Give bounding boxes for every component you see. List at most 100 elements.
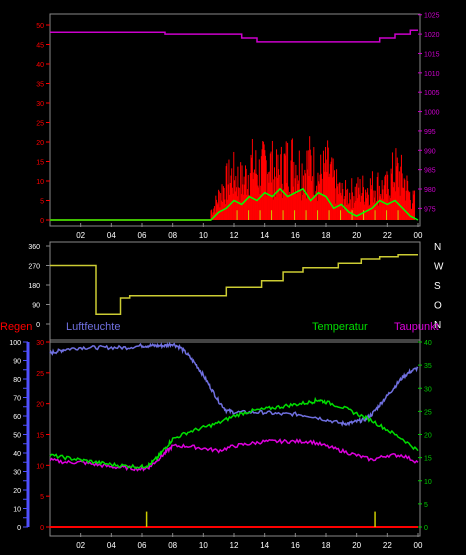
pressure-y-tick-label: 1010 xyxy=(424,71,440,78)
wind-y-tick-label: 5 xyxy=(40,199,44,206)
pressure-line xyxy=(50,29,418,43)
compass-label: N xyxy=(434,320,441,331)
humidity-temperature-chart: Regen Luftfeuchte Temperatur Taupunkt 0 10 20 3… xyxy=(0,321,439,550)
wind-pressure-chart: 0510152025303540455097598098599099510001… xyxy=(36,13,439,240)
compass-label: O xyxy=(434,301,442,312)
wind-y-tick-label: 50 xyxy=(36,23,44,30)
wind-x-tick-label: 06 xyxy=(138,231,147,240)
wind-x-tick-label: 10 xyxy=(199,231,208,240)
humidity-y-tick-label: 100 xyxy=(9,340,21,347)
chart-title: 24 hour graph day : 09 August 2025 xyxy=(172,1,347,13)
humidity-y-tick-label: 70 xyxy=(13,396,21,403)
direction-y-tick-label: 270 xyxy=(28,264,40,271)
pressure-y-tick-label: 975 xyxy=(424,206,436,213)
humidity-x-tick-label: 08 xyxy=(168,541,177,550)
temperature-y-tick-label: 40 xyxy=(424,340,432,347)
wind-y-tick-label: 35 xyxy=(36,82,44,89)
legend-label: Regen xyxy=(0,321,32,333)
humidity-y-tick-label: 80 xyxy=(13,377,21,384)
humidity-x-tick-label: 06 xyxy=(138,541,147,550)
wind-x-tick-label: 16 xyxy=(291,231,300,240)
temperature-y-tick-label: 15 xyxy=(424,456,432,463)
humidity-y-tick-label: 90 xyxy=(13,359,21,366)
humidity-x-tick-label: 18 xyxy=(322,541,331,550)
pressure-y-tick-label: 1015 xyxy=(424,51,440,58)
pressure-y-tick-label: 1005 xyxy=(424,90,440,97)
temperature-y-tick-label: 30 xyxy=(424,386,432,393)
humidity-x-tick-label: 14 xyxy=(260,541,269,550)
rain-y-tick-label: 15 xyxy=(36,433,44,440)
wind-y-tick-label: 45 xyxy=(36,43,44,50)
wind-x-tick-label: 14 xyxy=(260,231,269,240)
humidity-y-tick-label: 10 xyxy=(13,507,21,514)
pressure-y-tick-label: 1020 xyxy=(424,32,440,39)
humidity-x-tick-label: 22 xyxy=(383,541,392,550)
wind-x-tick-label: 04 xyxy=(107,231,116,240)
wind-x-tick-label: 12 xyxy=(230,231,239,240)
compass-label: N xyxy=(434,242,441,253)
humidity-x-tick-label: 20 xyxy=(352,541,361,550)
pressure-y-tick-label: 990 xyxy=(424,148,436,155)
wind-x-tick-label: 20 xyxy=(352,231,361,240)
wind-y-tick-label: 30 xyxy=(36,101,44,108)
humidity-y-tick-label: 40 xyxy=(13,451,21,458)
rain-y-tick-label: 5 xyxy=(40,494,44,501)
wind-x-tick-label: 22 xyxy=(383,231,392,240)
legend-label: Luftfeuchte xyxy=(66,321,120,333)
wind-panel-frame xyxy=(49,13,421,227)
humidity-x-tick-label: 12 xyxy=(230,541,239,550)
wind-axis-title: Windstärke xyxy=(34,1,89,13)
direction-y-tick-label: 90 xyxy=(32,303,40,310)
humidity-y-tick-label: 50 xyxy=(13,433,21,440)
compass-label: W xyxy=(434,262,444,273)
wind-y-tick-label: 0 xyxy=(40,218,44,225)
pressure-y-tick-label: 995 xyxy=(424,129,436,136)
wind-y-tick-label: 10 xyxy=(36,179,44,186)
direction-y-tick-label: 360 xyxy=(28,244,40,251)
direction-y-tick-label: 0 xyxy=(36,322,40,329)
wind-y-tick-label: 25 xyxy=(36,121,44,128)
humidity-x-tick-label: 02 xyxy=(76,541,85,550)
wind-y-tick-label: 15 xyxy=(36,160,44,167)
pressure-y-tick-label: 1000 xyxy=(424,110,440,117)
rain-y-tick-label: 20 xyxy=(36,402,44,409)
humidity-y-tick-label: 20 xyxy=(13,488,21,495)
humidity-x-tick-label: 10 xyxy=(199,541,208,550)
wind-average-line xyxy=(50,187,419,221)
rain-y-tick-label: 30 xyxy=(36,340,44,347)
pressure-y-tick-label: 980 xyxy=(424,187,436,194)
compass-label: S xyxy=(434,281,441,292)
wind-direction-line xyxy=(50,253,418,316)
humidity-x-tick-label: 00 xyxy=(414,541,423,550)
temperature-y-tick-label: 0 xyxy=(424,525,428,532)
direction-panel-frame xyxy=(49,241,421,343)
legend-label: Taupunkt xyxy=(394,321,439,333)
humidity-y-tick-label: 60 xyxy=(13,414,21,421)
humidity-y-tick-label: 30 xyxy=(13,470,21,477)
dewpoint-line xyxy=(49,438,419,472)
direction-y-tick-label: 180 xyxy=(28,283,40,290)
temperature-y-tick-label: 10 xyxy=(424,479,432,486)
temperature-y-tick-label: 5 xyxy=(424,502,428,509)
rain-y-tick-label: 0 xyxy=(40,525,44,532)
humidity-x-tick-label: 16 xyxy=(291,541,300,550)
rain-y-tick-label: 10 xyxy=(36,463,44,470)
wind-x-tick-label: 18 xyxy=(322,231,331,240)
pressure-axis-title: Luftdruck xyxy=(372,1,418,13)
humidity-panel-frame xyxy=(49,339,421,537)
temperature-y-tick-label: 20 xyxy=(424,433,432,440)
temperature-y-tick-label: 35 xyxy=(424,363,432,370)
pressure-y-tick-label: 985 xyxy=(424,168,436,175)
legend-label: Temperatur xyxy=(312,321,368,333)
temperature-line xyxy=(49,396,419,470)
pressure-y-tick-label: 1025 xyxy=(424,13,440,20)
wind-x-tick-label: 02 xyxy=(76,231,85,240)
wind-y-tick-label: 20 xyxy=(36,140,44,147)
humidity-y-tick-label: 0 xyxy=(17,525,21,532)
rain-y-tick-label: 25 xyxy=(36,371,44,378)
humidity-line xyxy=(49,341,419,427)
wind-y-tick-label: 40 xyxy=(36,62,44,69)
wind-x-tick-label: 00 xyxy=(414,231,423,240)
